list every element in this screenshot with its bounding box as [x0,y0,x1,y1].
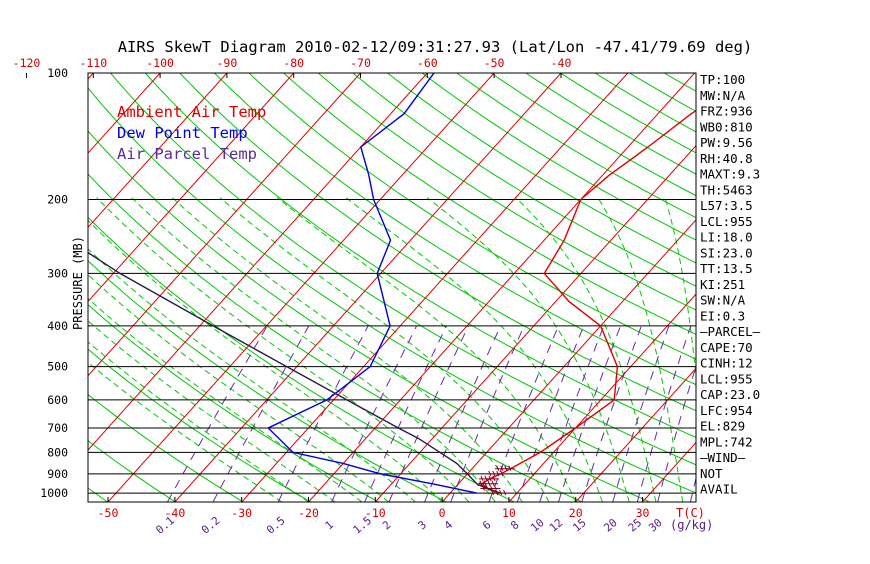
pressure-tick-label: 100 [47,66,68,80]
index-item: MAXT:9.3 [700,167,760,182]
index-item: MPL:742 [700,434,753,449]
index-item: LCL:955 [700,214,753,229]
mixing-ratio-label: 0.5 [264,514,288,537]
mixing-ratio-label: 12 [547,516,566,534]
index-item: WB0:810 [700,119,753,134]
dry-adiabat [422,73,870,502]
dry-adiabat [284,73,870,502]
index-item: SI:23.0 [700,245,753,260]
indices-panel: TP:100MW:N/AFRZ:936WB0:810PW:9.56RH:40.8… [700,72,761,497]
pressure-tick-label: 1000 [40,486,68,500]
bottom-tick-label: -20 [298,506,319,520]
index-item: —WIND— [700,450,746,465]
dry-adiabat [180,73,870,502]
mixing-ratio-label: 1 [323,518,336,532]
legend-dew-point-temp: Dew Point Temp [117,124,248,142]
pressure-tick-label: 700 [47,421,68,435]
dry-adiabat [249,73,870,502]
index-item: LCL:955 [700,371,753,386]
top-tick-label: -110 [79,56,107,70]
top-tick-label: -40 [551,56,572,70]
top-tick-label: -60 [417,56,438,70]
mixing-ratio-label: 4 [442,518,456,532]
pressure-tick-label: 600 [47,393,68,407]
top-tick-label: -70 [350,56,371,70]
top-tick-label: -120 [13,56,41,70]
mixing-ratio-label: 2 [380,518,393,532]
bottom-tick-label: 0 [439,506,446,520]
mixing-ratio-label: 20 [601,516,620,534]
dry-adiabat [457,73,870,502]
top-tick-label: -80 [283,56,304,70]
index-item: L57:3.5 [700,198,753,213]
mixing-ratio-label: 3 [416,518,429,532]
dry-adiabat [0,73,108,502]
legend: Ambient Air Temp Dew Point Temp Air Parc… [117,103,266,163]
dry-adiabat [353,73,870,502]
mixing-ratio-line [425,326,501,502]
dry-adiabat [526,73,870,502]
bottom-tick-label: -40 [165,506,186,520]
index-item: CAPE:70 [700,340,753,355]
index-item: NOT [700,466,723,481]
pressure-tick-label: 200 [47,193,68,207]
index-item: AVAIL [700,482,738,497]
legend-air-parcel-temp: Air Parcel Temp [117,145,257,163]
index-item: KI:251 [700,277,745,292]
pressure-tick-label: 500 [47,360,68,374]
wind-barb [495,466,515,471]
index-item: FRZ:936 [700,104,753,119]
chart-title: AIRS SkewT Diagram 2010-02-12/09:31:27.9… [118,38,753,56]
bottom-tick-label: 20 [569,506,583,520]
index-item: PW:9.56 [700,135,753,150]
index-item: CAP:23.0 [700,387,760,402]
isotherm [509,73,870,502]
mixing-ratio-line [389,326,469,502]
mixing-ratio-label: 6 [480,518,493,532]
index-item: CINH:12 [700,356,753,371]
top-tick-label: -50 [484,56,505,70]
dry-adiabat [491,73,870,502]
bottom-tick-label: -30 [231,506,252,520]
index-item: EI:0.3 [700,308,745,323]
mixing-ratio-label: 0.2 [199,514,223,537]
bottom-tick-label: 30 [636,506,650,520]
isotherm [0,73,27,502]
index-item: LFC:954 [700,403,753,418]
dry-adiabat [664,73,870,502]
index-item: TP:100 [700,72,745,87]
bottom-tick-label: 10 [502,506,516,520]
pressure-tick-label: 400 [47,319,68,333]
isotherm [643,73,870,502]
mixing-ratio-line [613,326,669,502]
index-item: LI:18.0 [700,230,753,245]
pressure-tick-label: 800 [47,445,68,459]
index-item: EL:829 [700,419,745,434]
pressure-tick-label: 900 [47,467,68,481]
bottom-tick-label: -50 [98,506,119,520]
dry-adiabat [318,73,870,502]
index-item: SW:N/A [700,293,746,308]
isotherm [309,73,695,502]
mixing-ratio-label: 10 [528,516,547,534]
bottom-tick-label: -10 [365,506,386,520]
index-item: MW:N/A [700,88,746,103]
x-axis-unit-mixing: (g/kg) [670,518,713,532]
y-axis-label: PRESSURE (MB) [71,236,85,330]
moist-adiabat [39,198,416,502]
top-tick-label: -100 [146,56,174,70]
index-item: TH:5463 [700,182,753,197]
moist-adiabat [516,198,656,502]
top-tick-label: -90 [217,56,238,70]
mixing-ratio-label: 8 [508,518,521,532]
legend-ambient-air-temp: Ambient Air Temp [117,103,266,121]
isotherm [242,73,628,502]
pressure-tick-label: 300 [47,266,68,280]
moist-adiabat [172,198,522,502]
index-item: TT:13.5 [700,261,753,276]
index-item: —PARCEL— [700,324,761,339]
index-item: RH:40.8 [700,151,753,166]
